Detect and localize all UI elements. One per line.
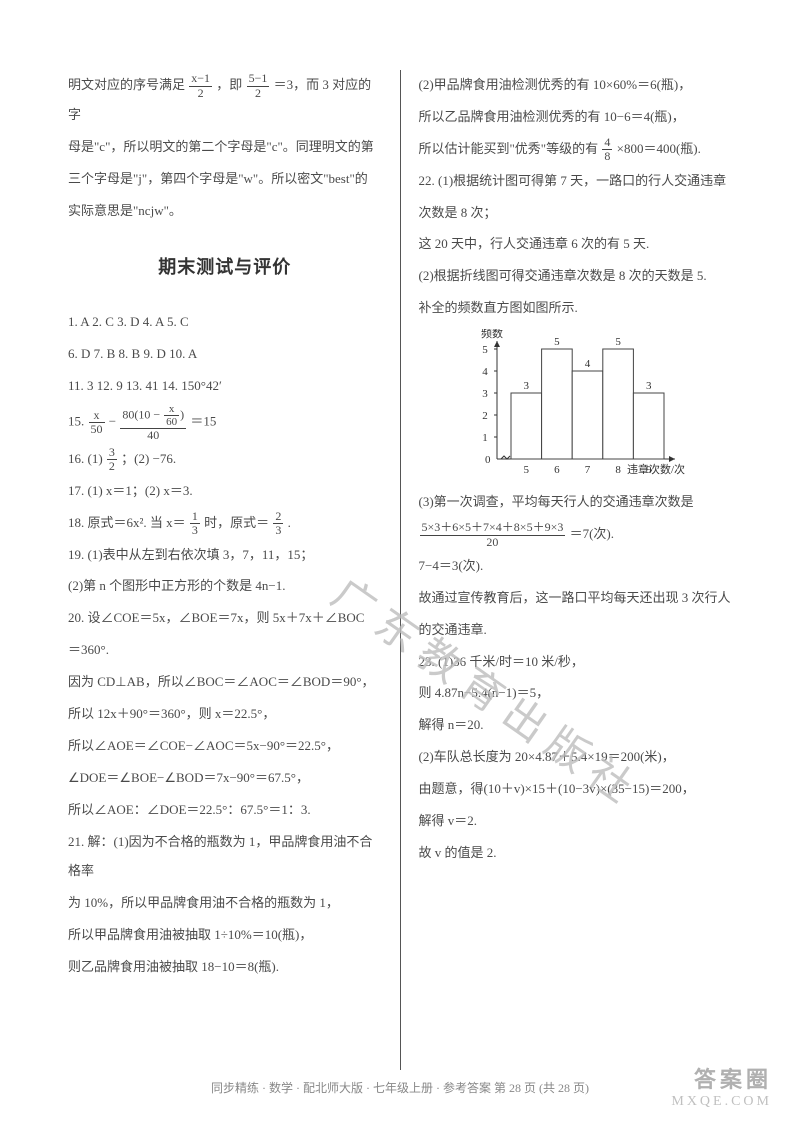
text: ，即: [216, 77, 242, 92]
answer-line: (2)第 n 个图形中正方形的个数是 4n−1.: [68, 571, 382, 601]
svg-text:3: 3: [646, 380, 652, 392]
answer-line: 16. (1) 32 ；(2) −76.: [68, 444, 382, 474]
answer-line: 11. 3 12. 9 13. 41 14. 150°42′: [68, 371, 382, 401]
numerator: 80(10 − x60): [120, 403, 186, 429]
answer-line: 18. 原式＝6x². 当 x＝ 13 时，原式＝ 23 .: [68, 508, 382, 538]
text: 16. (1): [68, 451, 106, 466]
text-line: 实际意思是"ncjw"。: [68, 196, 382, 226]
svg-text:3: 3: [483, 388, 489, 400]
denominator: 40: [120, 429, 186, 442]
text: 15.: [68, 413, 88, 428]
text: −: [109, 413, 120, 428]
answer-line: (2)车队总长度为 20×4.87＋5.4×19＝200(米)，: [419, 742, 733, 772]
answer-line: 为 10%，所以甲品牌食用油不合格的瓶数为 1，: [68, 888, 382, 918]
text: ×800＝400(瓶).: [617, 141, 701, 156]
answer-line: 因为 CD⊥AB，所以∠BOC＝∠AOC＝∠BOD＝90°，: [68, 667, 382, 697]
answer-line: 5×3＋6×5＋7×4＋8×5＋9×3 20 ＝7(次).: [419, 519, 733, 549]
fraction: 80(10 − x60) 40: [120, 403, 186, 442]
answer-line: 解得 n＝20.: [419, 710, 733, 740]
fraction: x50: [89, 409, 105, 436]
svg-text:4: 4: [483, 366, 489, 378]
answer-line: 所以估计能买到"优秀"等级的有 48 ×800＝400(瓶).: [419, 134, 733, 164]
fraction: 23: [273, 510, 283, 537]
answer-line: 由题意，得(10＋v)×15＋(10−3v)×(35−15)＝200，: [419, 774, 733, 804]
fraction: 5×3＋6×5＋7×4＋8×5＋9×3 20: [420, 521, 566, 548]
fraction: x−12: [189, 72, 212, 99]
svg-text:2: 2: [483, 410, 489, 422]
text: ＝15: [190, 413, 216, 428]
svg-text:6: 6: [554, 464, 560, 476]
text: ；(2) −76.: [121, 451, 176, 466]
answer-line: 6. D 7. B 8. B 9. D 10. A: [68, 339, 382, 369]
left-column: 明文对应的序号满足 x−12 ，即 5−12 ＝3，而 3 对应的字 母是"c"…: [60, 70, 401, 1070]
fraction: 5−12: [247, 72, 270, 99]
answer-line: 20. 设∠COE＝5x，∠BOE＝7x，则 5x＋7x＋∠BOC: [68, 603, 382, 633]
answer-line: 的交通违章.: [419, 615, 733, 645]
text: ): [180, 407, 184, 421]
answer-line: 解得 v＝2.: [419, 806, 733, 836]
answer-line: (2)甲品牌食用油检测优秀的有 10×60%＝6(瓶)，: [419, 70, 733, 100]
svg-text:8: 8: [616, 464, 622, 476]
svg-text:1: 1: [483, 432, 489, 444]
svg-text:0: 0: [485, 454, 491, 466]
section-heading: 期末测试与评价: [68, 247, 382, 288]
text: ＝7(次).: [570, 526, 614, 541]
svg-text:频数: 频数: [481, 329, 503, 340]
answer-line: 所以∠AOE＝∠COE−∠AOC＝5x−90°＝22.5°，: [68, 731, 382, 761]
answer-line: 1. A 2. C 3. D 4. A 5. C: [68, 307, 382, 337]
svg-text:5: 5: [616, 336, 622, 348]
answer-line: 17. (1) x＝1；(2) x＝3.: [68, 476, 382, 506]
answer-line: 补全的频数直方图如图所示.: [419, 293, 733, 323]
svg-text:5: 5: [524, 464, 530, 476]
answer-line: 所以甲品牌食用油被抽取 1÷10%＝10(瓶)，: [68, 920, 382, 950]
answer-line: 则 4.87n−5.4(n−1)＝5，: [419, 678, 733, 708]
answer-line: 15. x50 − 80(10 − x60) 40 ＝15: [68, 403, 382, 442]
answer-line: 次数是 8 次；: [419, 198, 733, 228]
answer-line: 所以乙品牌食用油检测优秀的有 10−6＝4(瓶)，: [419, 102, 733, 132]
text: 80(10 −: [122, 407, 163, 421]
fraction: 48: [602, 136, 612, 163]
answer-line: 所以∠AOE：∠DOE＝22.5°：67.5°＝1：3.: [68, 795, 382, 825]
answer-line: 22. (1)根据统计图可得第 7 天，一路口的行人交通违章: [419, 166, 733, 196]
text: 明文对应的序号满足: [68, 77, 185, 92]
answer-line: 19. (1)表中从左到右依次填 3，7，11，15；: [68, 540, 382, 570]
answer-line: 7−4＝3(次).: [419, 551, 733, 581]
logo-url: MXQE.COM: [671, 1094, 772, 1110]
fraction: 32: [107, 446, 117, 473]
text: 时，原式＝: [204, 515, 269, 530]
svg-text:4: 4: [585, 358, 591, 370]
fraction: 13: [190, 510, 200, 537]
answer-line: 所以 12x＋90°＝360°，则 x＝22.5°，: [68, 699, 382, 729]
answer-line: 这 20 天中，行人交通违章 6 次的有 5 天.: [419, 229, 733, 259]
logo-title: 答案圈: [671, 1062, 772, 1094]
text-line: 三个字母是"j"，第四个字母是"w"。所以密文"best"的: [68, 164, 382, 194]
answer-line: 故 v 的值是 2.: [419, 838, 733, 868]
answer-line: 故通过宣传教育后，这一路口平均每天还出现 3 次行人: [419, 583, 733, 613]
answer-line: ∠DOE＝∠BOE−∠BOD＝7x−90°＝67.5°，: [68, 763, 382, 793]
svg-text:5: 5: [483, 344, 489, 356]
text: .: [288, 515, 291, 530]
frequency-histogram: 0123453556475839频数违章次数/次: [465, 329, 685, 479]
text-line: 明文对应的序号满足 x−12 ，即 5−12 ＝3，而 3 对应的字: [68, 70, 382, 130]
text: 18. 原式＝6x². 当 x＝: [68, 515, 186, 530]
right-column: (2)甲品牌食用油检测优秀的有 10×60%＝6(瓶)， 所以乙品牌食用油检测优…: [401, 70, 741, 1070]
answer-line: ＝360°.: [68, 635, 382, 665]
answer-line: 则乙品牌食用油被抽取 18−10＝8(瓶).: [68, 952, 382, 982]
fraction: x60: [164, 403, 179, 428]
svg-text:违章次数/次: 违章次数/次: [627, 462, 685, 476]
svg-text:7: 7: [585, 464, 591, 476]
answer-line: (3)第一次调查，平均每天行人的交通违章次数是: [419, 487, 733, 517]
site-logo: 答案圈 MXQE.COM: [671, 1062, 772, 1110]
answer-line: 23. (1)36 千米/时＝10 米/秒，: [419, 647, 733, 677]
answer-line: (2)根据折线图可得交通违章次数是 8 次的天数是 5.: [419, 261, 733, 291]
text-line: 母是"c"，所以明文的第二个字母是"c"。同理明文的第: [68, 132, 382, 162]
svg-text:3: 3: [524, 380, 530, 392]
text: 所以估计能买到"优秀"等级的有: [419, 141, 599, 156]
svg-text:5: 5: [554, 336, 560, 348]
answer-line: 21. 解：(1)因为不合格的瓶数为 1，甲品牌食用油不合格率: [68, 827, 382, 887]
